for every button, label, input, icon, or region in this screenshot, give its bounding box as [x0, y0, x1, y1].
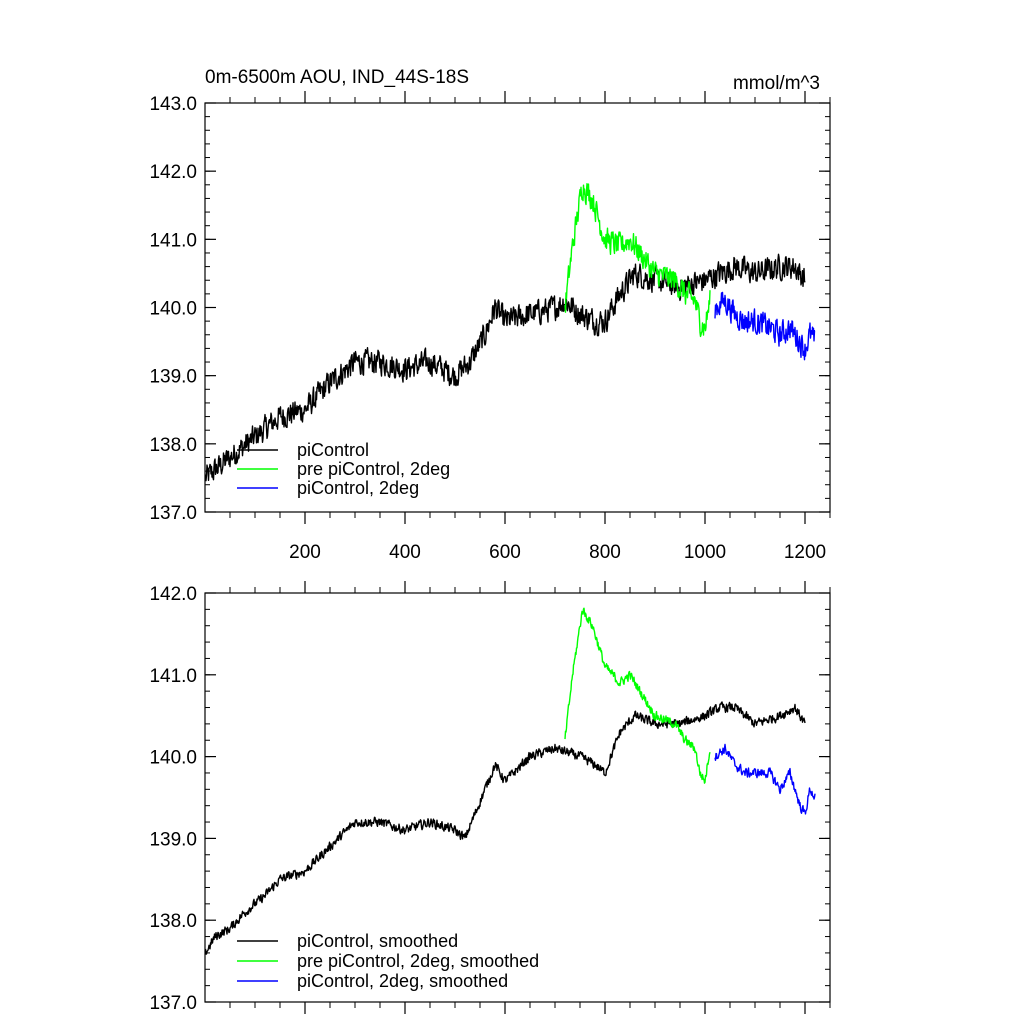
series-line-3	[714, 291, 816, 361]
legend-label: piControl, 2deg	[297, 478, 419, 498]
units-label: mmol/m^3	[733, 73, 820, 94]
panel-2: 137.0 138.0 139.0 140.0 141.0 142.0 piControl,…	[149, 581, 831, 1014]
legend-label: piControl, 2deg, smoothed	[297, 971, 508, 991]
y-tick-label: 138.0	[149, 435, 197, 456]
x-tick-label: 1000	[684, 542, 726, 563]
legend-label: piControl, smoothed	[297, 931, 458, 951]
y-tick-label: 137.0	[149, 503, 197, 524]
y-tick-label: 143.0	[149, 94, 197, 115]
y-tick-label: 139.0	[149, 367, 197, 388]
y-tick-label: 141.0	[149, 230, 197, 251]
plot-frame	[204, 592, 831, 1003]
series-line-1	[204, 701, 806, 955]
chart-title: 0m-6500m AOU, IND_44S-18S	[205, 67, 469, 88]
y-tick-label: 142.0	[149, 162, 197, 183]
legend-label: pre piControl, 2deg	[297, 459, 450, 479]
series-line-1	[204, 253, 806, 482]
series-line-2	[564, 607, 711, 784]
x-tick-label: 800	[589, 542, 621, 563]
y-tick-label: 142.0	[149, 584, 197, 605]
series-line-3	[714, 743, 816, 815]
x-tick-label: 600	[489, 542, 521, 563]
x-tick-label: 400	[389, 542, 421, 563]
x-tick-label: 1200	[784, 542, 826, 563]
y-tick-label: 140.0	[149, 299, 197, 320]
series-line-2	[564, 182, 711, 338]
y-tick-label: 139.0	[149, 829, 197, 850]
y-tick-label: 140.0	[149, 748, 197, 769]
y-tick-label: 137.0	[149, 993, 197, 1014]
y-tick-label: 141.0	[149, 666, 197, 687]
legend-label: piControl	[297, 440, 369, 460]
y-tick-label: 138.0	[149, 911, 197, 932]
x-tick-label: 200	[289, 542, 321, 563]
panel-1: 137.0 138.0 139.0 140.0 141.0 142.0 143.0 200 40…	[149, 67, 831, 563]
legend-label: pre piControl, 2deg, smoothed	[297, 951, 539, 971]
